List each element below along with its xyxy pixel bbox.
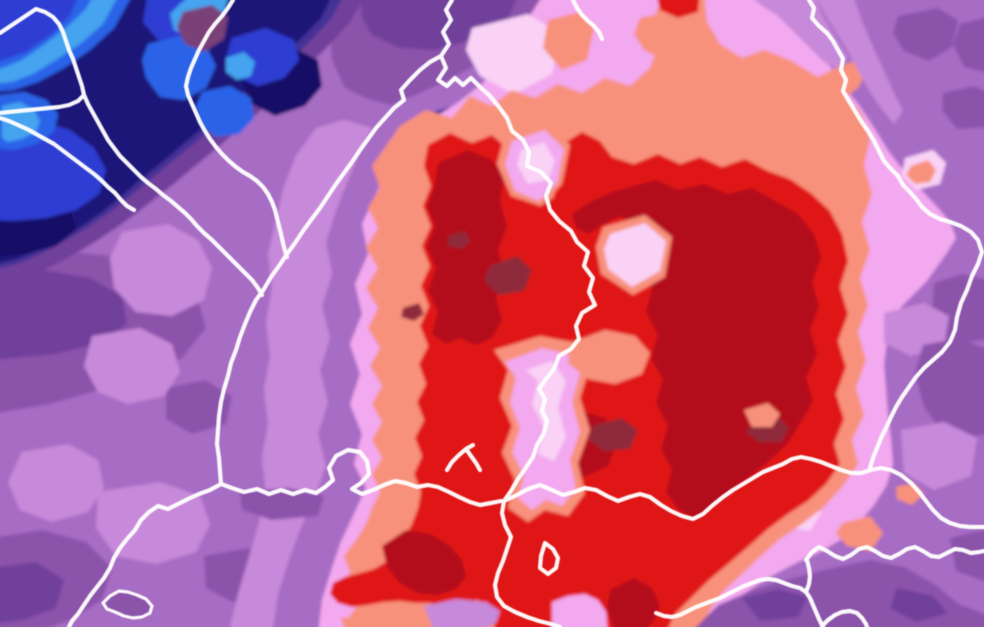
border-line-top-fragment [570, 0, 605, 42]
contour-darkred-bottom-right [607, 578, 660, 627]
contour-orchid-band [816, 0, 903, 124]
contour-island-pale [604, 223, 666, 287]
lake-outline [101, 589, 154, 620]
contour-channel-pale [526, 361, 566, 461]
contour-orchid-patch [8, 444, 104, 522]
border-line-west [214, 53, 444, 487]
contour-orchid-patch [901, 422, 977, 490]
contour-salmon-patch [836, 516, 883, 551]
contour-blue-patch [196, 86, 254, 137]
contour-darkred-core-left [427, 150, 507, 345]
border-line-west-edge [0, 115, 137, 213]
border-line-northwest-diagonal [81, 92, 265, 298]
contour-island-pale [517, 142, 555, 184]
contour-maroon-spot [588, 418, 638, 451]
contour-salmon-patch [691, 78, 772, 146]
contour-salmon-patch [543, 12, 594, 70]
border-line-bottom-right-v [653, 576, 826, 627]
border-line-south-west [218, 447, 504, 508]
contour-salmon-dot [906, 160, 936, 184]
border-line-bottom-right-branch [803, 557, 813, 595]
contour-salmon-patch [634, 10, 698, 62]
contour-azure-patch [226, 52, 255, 80]
contour-pale-spot [466, 14, 560, 94]
contour-orchid-patch [84, 328, 180, 404]
contour-maroon-spot [401, 303, 424, 321]
border-line-central [435, 0, 598, 627]
border-line-bottom-right-loop [819, 608, 870, 627]
border-line-bottom-left [66, 481, 224, 627]
contour-purple-patch [942, 86, 984, 129]
contour-orchid-overlay [755, 0, 848, 70]
contour-bottom-pink-notch [552, 594, 608, 627]
contour-darkred-bottom-left [382, 530, 466, 595]
contour-plum-patch [177, 5, 228, 52]
contour-purple-top-band-inner [360, 0, 517, 50]
contour-purple-patch [0, 562, 64, 623]
border-line-east [806, 0, 984, 471]
border-line-south-east [501, 454, 984, 530]
contour-purple-patch [953, 18, 984, 72]
contour-purple-dark-spot [890, 588, 948, 622]
contour-maroon-spot [484, 256, 532, 295]
contour-maroon-spot [447, 231, 470, 249]
contour-royal-patch [0, 0, 86, 62]
contour-bottom-orchid-patch [424, 599, 500, 627]
contour-purple-corner [950, 529, 984, 582]
contour-island-salmon [568, 330, 650, 384]
contour-azure-streak [0, 0, 116, 84]
contour-purple-dark-spot [742, 589, 808, 621]
contour-purple-patch [166, 380, 232, 434]
contour-orchid-patch [110, 224, 212, 316]
contour-orchid-patch [96, 482, 210, 564]
contour-purple-patch [240, 488, 324, 520]
border-line-north-diagonal [183, 0, 290, 260]
contour-island-salmon-dot [744, 403, 780, 427]
border-line-loop [537, 540, 561, 577]
contour-purple-patch [893, 8, 958, 61]
border-line-northwest-loop [0, 6, 87, 116]
contour-orchid-patch [884, 303, 949, 356]
border-line-bottom-right-horizontal [803, 544, 984, 563]
contour-red-top-patch [657, 0, 700, 18]
border-line-knot-branch [444, 442, 483, 473]
